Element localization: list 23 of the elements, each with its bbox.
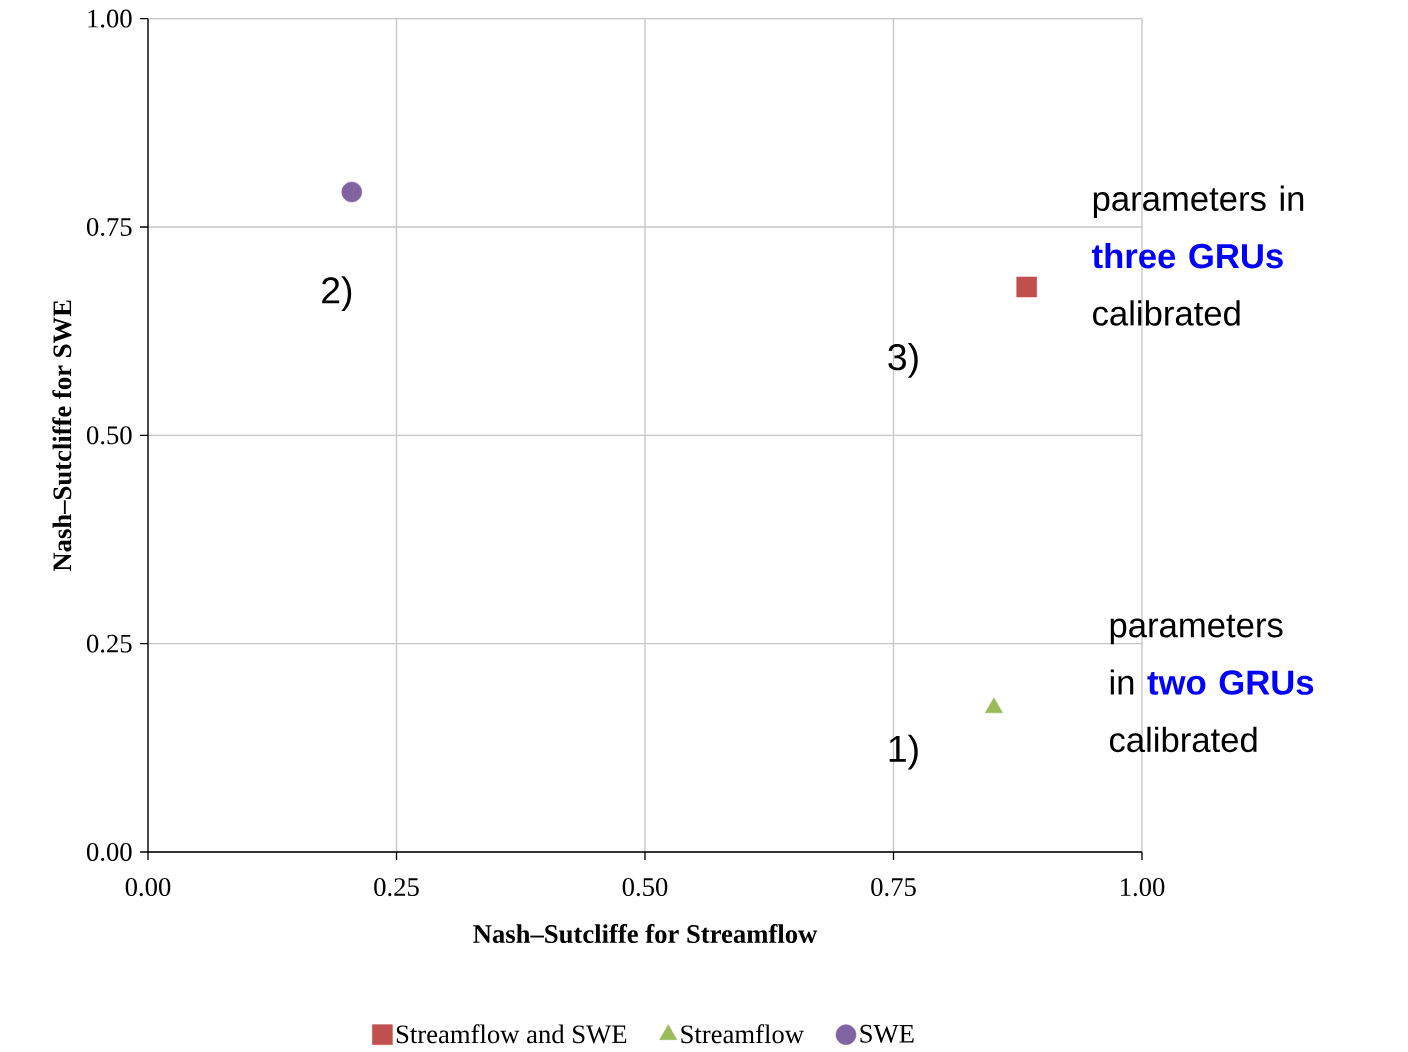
annotation: parameters in three GRUs calibrated [1092,185,1304,326]
x-tick-label: 1.00 [1121,878,1165,897]
y-tick-label: 0.75 [86,217,132,237]
point [984,697,1003,714]
y-axis-title: Nash–Sutcliffe for SWE [52,300,72,572]
point [1016,276,1037,298]
annotation: 2) [322,276,352,312]
annotation: 3) [888,342,918,378]
y-tick-label: 0.50 [86,426,132,445]
legend-label: SWE [860,1024,914,1043]
x-tick-label: 0.50 [622,878,668,897]
y-tick-label: 0.00 [86,842,132,862]
y-tick-label: 0.25 [86,634,132,653]
x-axis-title: Nash–Sutcliffe for Streamflow [473,923,818,944]
legend-label: Streamflow and SWE [396,1024,627,1044]
annotation: 1) [889,734,918,770]
x-tick-label: 0.75 [871,878,916,897]
x-tick-label: 0.25 [374,878,419,897]
y-tick-label: 1.00 [88,9,132,28]
legend-label: Streamflow [681,1024,804,1044]
point [341,181,363,203]
x-tick-label: 0.00 [125,878,171,897]
annotation: parameters in two GRUs calibrated [1109,614,1314,753]
